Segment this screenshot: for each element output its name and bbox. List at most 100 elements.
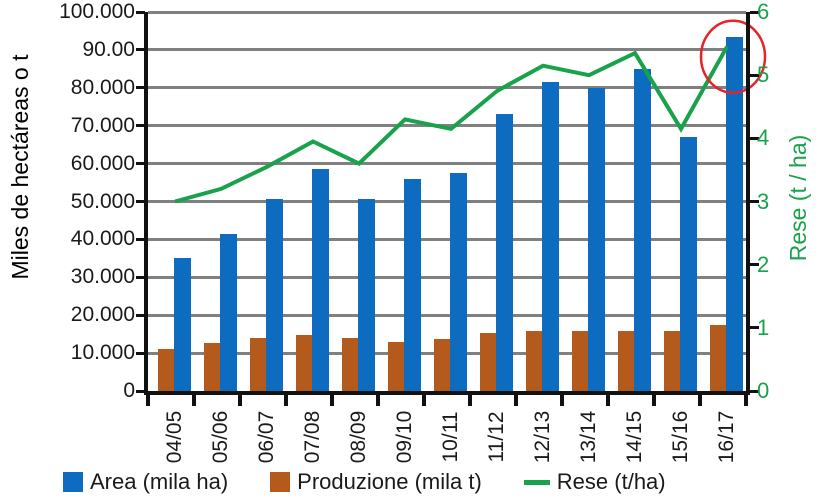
- bar-area: [634, 68, 651, 391]
- bar-produzione: [664, 330, 680, 391]
- right-axis-tick: [750, 389, 759, 393]
- left-axis-tick-label: 90.00: [82, 37, 135, 61]
- bar-area: [496, 114, 513, 391]
- x-axis-category-label: 04/05: [163, 410, 186, 464]
- legend-item-rese: Rese (t/ha): [523, 469, 666, 494]
- right-axis-tick: [750, 73, 759, 77]
- legend-item-area: Area (mila ha): [63, 471, 228, 493]
- bar-area: [726, 37, 743, 391]
- x-axis-category-label: 10/11: [439, 411, 462, 463]
- x-axis-tick: [606, 395, 610, 406]
- gridline: [148, 162, 746, 166]
- left-axis-tick-label: 80.000: [70, 75, 135, 99]
- produzione-swatch-icon: [270, 472, 291, 492]
- right-axis-tick-label: 1: [757, 314, 770, 340]
- legend: Area (mila ha) Produzione (mila t) Rese …: [63, 471, 666, 493]
- right-axis-tick: [750, 263, 759, 267]
- left-axis-tick: [136, 389, 145, 393]
- bar-area: [266, 198, 283, 391]
- left-axis-tick-label: 0: [123, 379, 135, 402]
- x-axis-category-label: 15/16: [669, 410, 692, 464]
- left-axis-tick-label: 30.000: [70, 265, 135, 289]
- bar-produzione: [204, 343, 220, 391]
- left-axis-tick-label: 20.000: [70, 303, 135, 327]
- left-axis-tick-label: 70.000: [70, 113, 135, 137]
- legend-label-produzione: Produzione (mila t): [297, 469, 482, 494]
- right-axis-tick-label: 5: [757, 62, 770, 88]
- left-axis-tick-label: 50.000: [70, 189, 135, 213]
- right-axis-tick: [750, 10, 759, 14]
- x-axis-category-label: 14/15: [623, 410, 646, 464]
- bar-produzione: [388, 342, 404, 391]
- bar-area: [220, 233, 237, 391]
- x-axis-tick: [468, 395, 472, 406]
- x-axis-tick: [744, 395, 748, 406]
- bar-area: [312, 169, 329, 391]
- y-axis-left-line: [144, 12, 148, 395]
- gridline: [148, 237, 746, 241]
- x-axis-category-label: 05/06: [209, 410, 232, 464]
- x-axis-category-label: 16/17: [715, 410, 738, 464]
- left-axis-tick-label: 60.000: [70, 151, 135, 175]
- x-axis-category-label: 06/07: [255, 410, 278, 464]
- bar-area: [542, 82, 559, 391]
- x-axis-tick: [146, 395, 150, 406]
- left-axis-tick: [136, 162, 145, 166]
- left-axis-tick: [136, 86, 145, 90]
- bar-produzione: [158, 348, 174, 391]
- y-axis-right-line: [746, 12, 750, 395]
- right-axis-tick-label: 6: [757, 0, 770, 24]
- right-axis-tick-label: 2: [757, 251, 770, 277]
- left-axis-tick: [136, 351, 145, 355]
- x-axis-category-label: 12/13: [531, 410, 554, 464]
- bar-produzione: [296, 335, 312, 391]
- left-axis-tick: [136, 124, 145, 128]
- right-axis-tick: [750, 200, 759, 203]
- gridline: [148, 275, 746, 279]
- legend-label-rese: Rese (t/ha): [556, 469, 666, 494]
- bar-area: [174, 258, 191, 391]
- bar-produzione: [618, 330, 634, 391]
- bar-produzione: [710, 325, 726, 391]
- x-axis-tick: [376, 395, 380, 406]
- left-axis-tick: [136, 10, 145, 14]
- bar-produzione: [572, 331, 588, 391]
- plot-area: [148, 10, 767, 391]
- right-axis-tick-label: 4: [757, 125, 770, 151]
- right-axis-tick-label: 3: [757, 188, 770, 214]
- bar-produzione: [342, 337, 358, 391]
- bar-area: [588, 87, 605, 391]
- x-axis-line: [144, 391, 750, 395]
- left-axis-tick-label: 40.000: [70, 227, 135, 251]
- bar-area: [680, 137, 697, 391]
- left-axis-tick: [136, 275, 145, 279]
- left-axis-tick: [136, 200, 145, 203]
- gridline: [148, 124, 746, 128]
- x-axis-tick: [698, 395, 702, 406]
- bar-produzione: [526, 331, 542, 391]
- x-axis-category-label: 13/14: [577, 410, 600, 464]
- left-axis-tick: [136, 48, 145, 52]
- left-axis-tick-label: 10.000: [70, 341, 135, 365]
- bar-produzione: [434, 339, 450, 391]
- bar-area: [358, 198, 375, 391]
- x-axis-tick: [284, 395, 288, 406]
- bar-area: [404, 178, 421, 391]
- gridline: [148, 10, 746, 14]
- gridline: [148, 48, 746, 52]
- left-axis-tick: [136, 313, 145, 317]
- x-axis-tick: [514, 395, 518, 406]
- x-axis-tick: [238, 395, 242, 406]
- right-axis-tick-label: 0: [757, 378, 770, 403]
- right-axis-tick: [750, 326, 759, 330]
- x-axis-category-label: 08/09: [347, 410, 370, 464]
- x-axis-category-label: 11/12: [485, 411, 508, 463]
- x-axis-tick: [560, 395, 564, 406]
- gridline: [148, 86, 746, 90]
- legend-item-produzione: Produzione (mila t): [270, 471, 482, 493]
- x-axis-tick: [422, 395, 426, 406]
- gridline: [148, 200, 746, 203]
- right-axis-tick: [750, 136, 759, 140]
- x-axis-category-label: 09/10: [393, 410, 416, 464]
